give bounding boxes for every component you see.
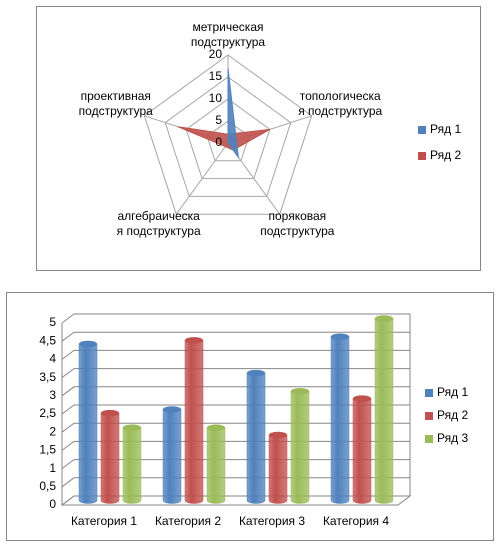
legend-label: Ряд 1 [437, 385, 468, 399]
x-tick-label: Категория 2 [155, 514, 221, 528]
y-tick-label: 2,5 [39, 406, 56, 420]
legend-swatch [425, 435, 433, 443]
radar-chart-frame [36, 6, 481, 271]
cylinder-top [246, 369, 266, 377]
cylinder-top [268, 431, 288, 439]
cylinder-body [100, 412, 120, 504]
legend-swatch [418, 126, 426, 134]
grid-line [61, 349, 410, 360]
bar [246, 369, 266, 504]
y-tick-label: 4 [49, 352, 56, 366]
legend-swatch [425, 389, 433, 397]
cylinder-body [206, 427, 226, 504]
bar [290, 388, 310, 504]
bar [330, 333, 350, 504]
legend-label: Ряд 3 [437, 431, 468, 445]
y-tick-label: 10 [209, 91, 223, 105]
y-tick-label: 0,5 [39, 479, 56, 493]
grid-ring [164, 76, 292, 197]
grid-line [61, 386, 410, 397]
category-label: метрическая подструктура [190, 20, 266, 49]
cylinder-top [206, 424, 226, 431]
cylinder-body [78, 343, 98, 504]
cylinder-body [330, 336, 350, 504]
cylinder-body [268, 434, 288, 504]
grid-ring [185, 98, 271, 180]
bar [78, 340, 98, 504]
bar [268, 431, 288, 504]
cylinder-top [78, 340, 98, 348]
cylinder-body [246, 372, 266, 504]
y-tick-label: 3 [49, 388, 56, 402]
x-tick-label: Категория 4 [323, 514, 389, 528]
radar-area [227, 68, 240, 160]
grid-line [61, 331, 410, 342]
cylinder-body [122, 427, 142, 504]
cylinder-top [290, 388, 310, 395]
grid-line [61, 313, 410, 324]
cylinder-body [374, 318, 394, 504]
y-tick-label: 5 [215, 113, 222, 127]
cylinder-top [184, 337, 204, 344]
bar [100, 409, 120, 504]
cylinder-body [352, 398, 372, 504]
grid-line [61, 368, 410, 379]
legend-label: Ряд 2 [437, 408, 468, 422]
bar [206, 424, 226, 504]
cylinder-top [100, 409, 120, 417]
bar [184, 337, 204, 504]
x-tick-label: Категория 3 [239, 514, 305, 528]
cylinder-top [330, 333, 350, 340]
cylinder-body [184, 340, 204, 504]
cylinder-top [122, 424, 142, 431]
y-tick-label: 5 [49, 315, 56, 329]
category-label: проективная подструктура [78, 88, 153, 118]
cylinder-top [352, 395, 372, 402]
cylinder-top [162, 406, 182, 413]
y-tick-label: 0 [215, 135, 222, 149]
y-tick-label: 1 [49, 461, 56, 475]
y-tick-label: 4,5 [39, 333, 56, 347]
bar [374, 315, 394, 504]
legend-label: Ряд 2 [430, 148, 461, 162]
y-tick-label: 3,5 [39, 370, 56, 384]
y-tick-label: 0 [49, 497, 56, 511]
category-label: поряковая подструктура [260, 209, 335, 239]
legend-swatch [418, 152, 426, 160]
category-label: топологическая подструктура [298, 88, 383, 118]
radar-area [177, 126, 271, 151]
x-tick-label: Категория 1 [71, 514, 137, 528]
category-label: алгебраическая подструктура [116, 209, 201, 239]
legend-swatch [425, 412, 433, 420]
bar [162, 406, 182, 504]
y-tick-label: 20 [209, 47, 223, 61]
cylinder-top [374, 315, 394, 322]
cylinder-body [162, 409, 182, 504]
y-tick-label: 15 [209, 69, 223, 83]
bar [122, 424, 142, 504]
grid-ring [143, 54, 313, 215]
y-tick-label: 2 [49, 424, 56, 438]
y-tick-label: 1,5 [39, 443, 56, 457]
cylinder-body [290, 391, 310, 504]
legend-label: Ряд 1 [430, 122, 461, 136]
radar-axis [175, 142, 229, 215]
bar [352, 395, 372, 504]
